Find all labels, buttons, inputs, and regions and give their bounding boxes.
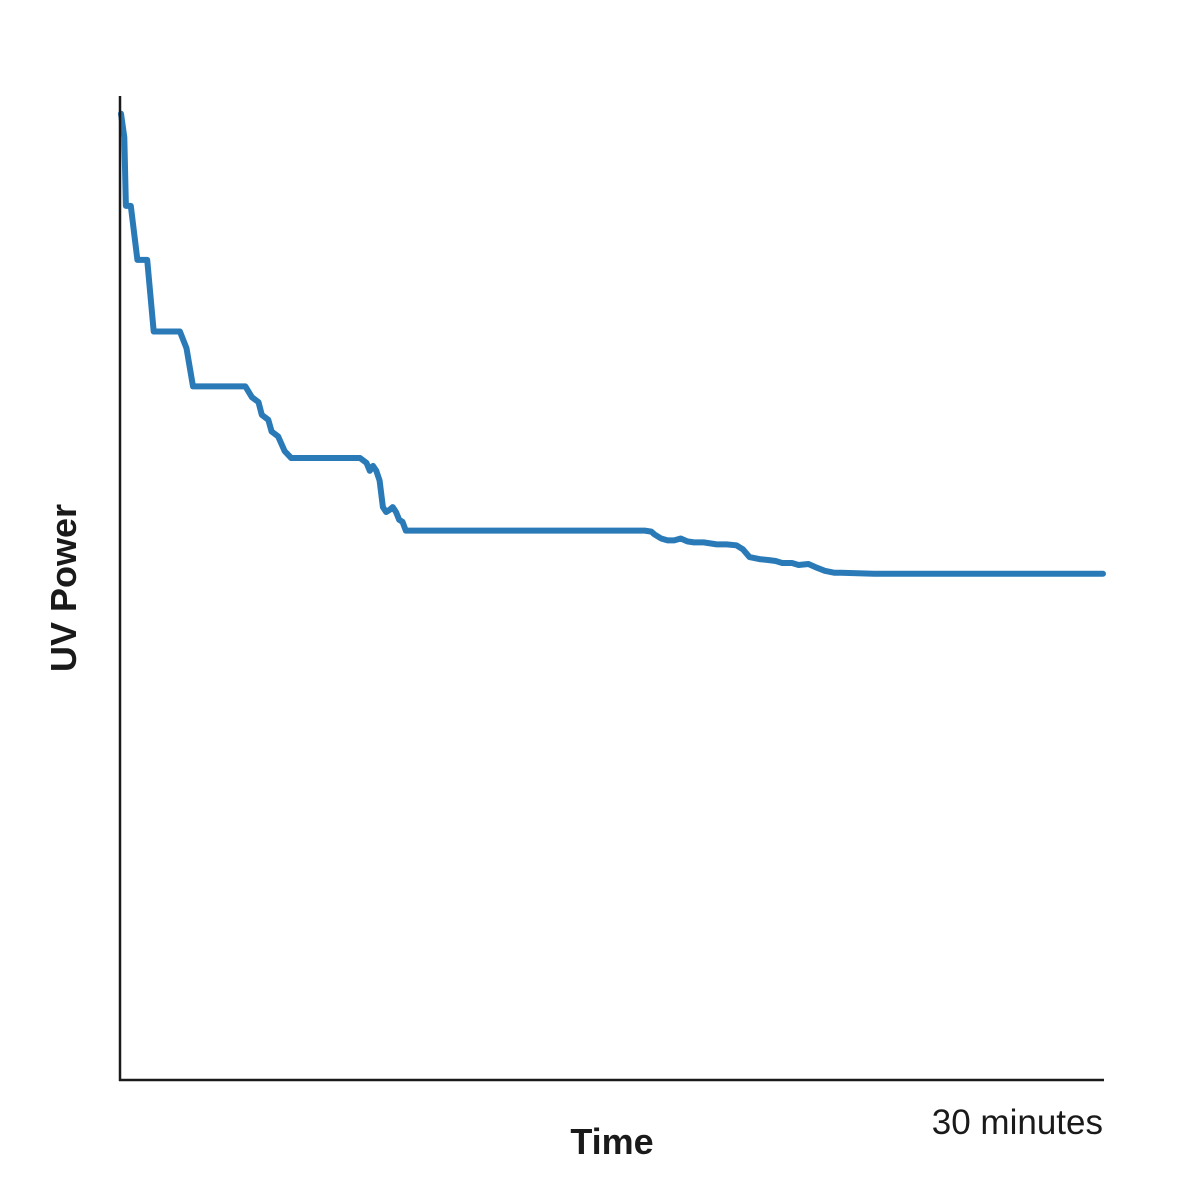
y-axis-title: UV Power <box>43 504 84 672</box>
series-line-uv-power <box>118 110 1106 577</box>
x-axis-end-tick-label: 30 minutes <box>932 1103 1103 1142</box>
x-axis-title: Time <box>570 1121 653 1162</box>
plot-area <box>118 110 1106 577</box>
